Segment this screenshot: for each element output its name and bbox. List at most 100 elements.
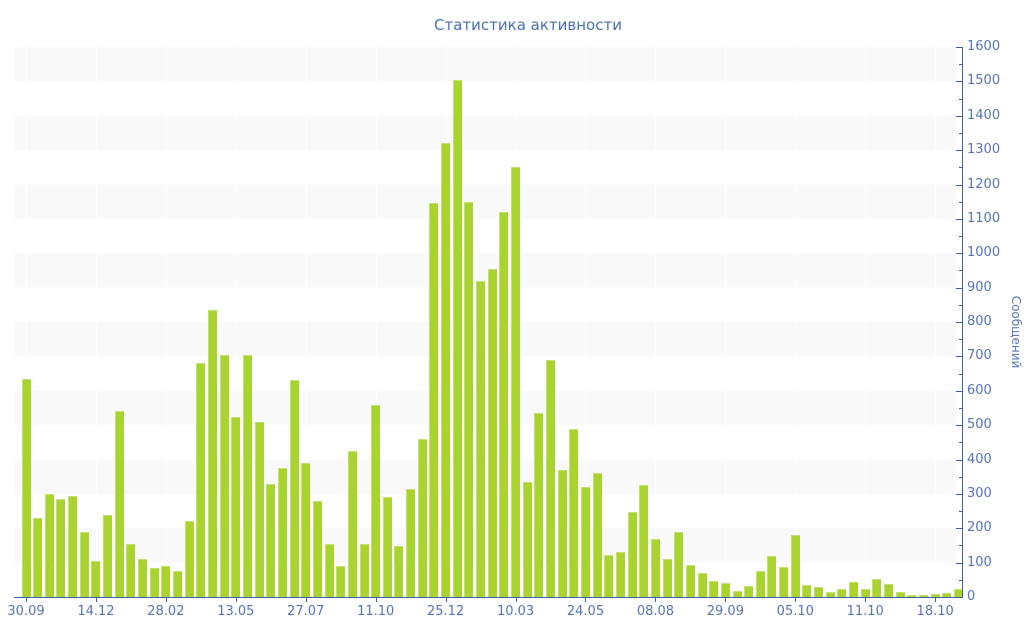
bar[interactable] <box>522 481 532 597</box>
bar[interactable] <box>872 579 882 597</box>
bar[interactable] <box>837 589 847 597</box>
vertical-gridline <box>235 47 237 597</box>
bar[interactable] <box>919 594 928 597</box>
bar[interactable] <box>627 511 637 597</box>
bar[interactable] <box>242 354 252 597</box>
x-axis-label: 11.10 <box>357 604 395 619</box>
bar[interactable] <box>56 499 66 597</box>
bar[interactable] <box>849 582 859 597</box>
bar[interactable] <box>720 583 730 597</box>
bar[interactable] <box>674 532 684 597</box>
y-major-tick <box>956 184 963 186</box>
bar[interactable] <box>685 565 695 597</box>
x-axis-tick <box>445 598 447 602</box>
bar[interactable] <box>650 539 660 597</box>
y-major-tick <box>956 287 963 289</box>
bar[interactable] <box>138 559 148 597</box>
bar[interactable] <box>21 378 31 597</box>
bar[interactable] <box>592 473 602 597</box>
bar[interactable] <box>604 555 614 597</box>
bar[interactable] <box>114 411 124 597</box>
bar[interactable] <box>219 354 229 597</box>
bar[interactable] <box>546 359 556 597</box>
bar[interactable] <box>149 567 159 597</box>
y-minor-tick <box>959 579 963 581</box>
plot-area <box>14 47 963 597</box>
bar[interactable] <box>359 543 369 597</box>
bar[interactable] <box>814 587 824 597</box>
bar[interactable] <box>511 167 521 597</box>
bar[interactable] <box>289 380 299 597</box>
y-axis-label: 100 <box>967 554 992 570</box>
bar[interactable] <box>615 551 625 597</box>
bar[interactable] <box>860 589 870 597</box>
x-axis-tick <box>95 598 97 602</box>
bar[interactable] <box>394 546 404 597</box>
bar[interactable] <box>336 566 346 597</box>
bar[interactable] <box>441 143 451 597</box>
bar[interactable] <box>942 593 952 597</box>
bar[interactable] <box>44 493 54 597</box>
bar[interactable] <box>196 363 206 597</box>
x-axis-label: 29.09 <box>706 604 744 619</box>
bar[interactable] <box>324 543 334 597</box>
bar[interactable] <box>91 560 101 597</box>
bar[interactable] <box>732 590 742 597</box>
bar[interactable] <box>884 584 894 597</box>
x-axis-label: 27.07 <box>287 604 325 619</box>
bar[interactable] <box>417 438 427 597</box>
bar[interactable] <box>744 586 754 597</box>
bar[interactable] <box>406 488 416 597</box>
bar[interactable] <box>266 483 276 597</box>
vertical-gridline <box>725 47 727 597</box>
bar[interactable] <box>68 495 78 597</box>
bar[interactable] <box>499 212 509 597</box>
bar[interactable] <box>231 416 241 597</box>
bar[interactable] <box>79 531 89 597</box>
bar[interactable] <box>184 521 194 597</box>
bar[interactable] <box>277 468 287 597</box>
bar[interactable] <box>452 79 462 597</box>
bar[interactable] <box>580 487 590 597</box>
bar[interactable] <box>709 581 719 597</box>
x-axis-label: 28.02 <box>147 604 185 619</box>
bar[interactable] <box>371 404 381 597</box>
bar[interactable] <box>697 572 707 597</box>
bar[interactable] <box>662 558 672 597</box>
bar[interactable] <box>534 413 544 597</box>
y-axis-label: 300 <box>967 485 992 501</box>
bar[interactable] <box>161 566 171 597</box>
bar[interactable] <box>254 421 264 597</box>
bar[interactable] <box>907 595 917 597</box>
bar[interactable] <box>569 428 579 597</box>
bar[interactable] <box>103 514 113 597</box>
y-minor-tick <box>959 236 963 238</box>
y-major-tick <box>956 493 963 495</box>
x-axis-tick <box>305 598 307 602</box>
bar[interactable] <box>953 589 963 597</box>
bar[interactable] <box>487 268 497 597</box>
bar[interactable] <box>767 556 777 597</box>
bar[interactable] <box>464 201 474 597</box>
bar[interactable] <box>33 517 43 597</box>
bar[interactable] <box>895 592 905 597</box>
bar[interactable] <box>429 203 439 597</box>
bar[interactable] <box>930 594 940 597</box>
bar[interactable] <box>476 280 486 597</box>
bar[interactable] <box>312 500 322 597</box>
bar[interactable] <box>639 485 649 597</box>
bar[interactable] <box>301 462 311 597</box>
bar[interactable] <box>126 543 136 597</box>
bar[interactable] <box>825 592 835 597</box>
bar[interactable] <box>790 535 800 597</box>
bar[interactable] <box>755 570 765 597</box>
bar[interactable] <box>779 567 789 597</box>
bar[interactable] <box>207 309 217 597</box>
x-axis-tick <box>655 598 657 602</box>
bar[interactable] <box>557 469 567 597</box>
y-axis-label: 800 <box>967 314 992 329</box>
bar[interactable] <box>173 571 183 597</box>
bar[interactable] <box>802 584 812 597</box>
bar[interactable] <box>382 497 392 597</box>
bar[interactable] <box>347 450 357 597</box>
